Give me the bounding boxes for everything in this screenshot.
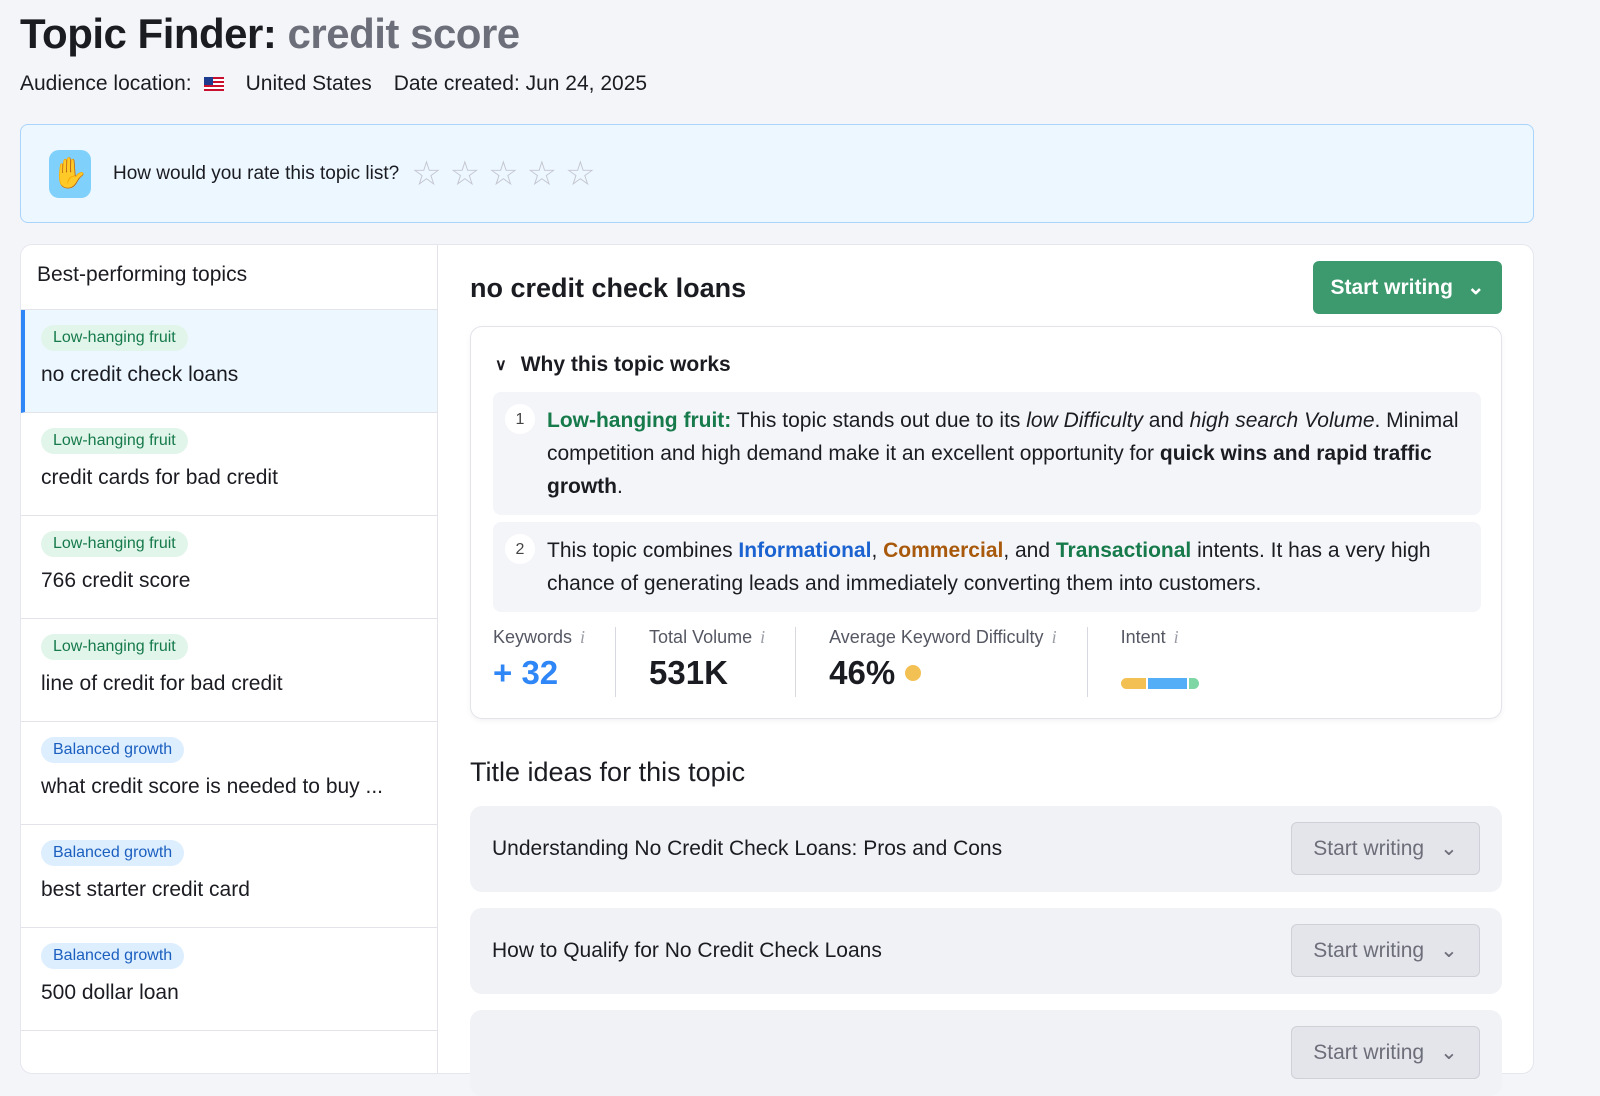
topic-label: credit cards for bad credit [41, 466, 278, 489]
topic-list-item[interactable]: Balanced growth best starter credit card [21, 825, 437, 928]
topic-list-item[interactable]: Low-hanging fruit 766 credit score [21, 516, 437, 619]
star-icon[interactable]: ☆ [565, 154, 596, 193]
us-flag-icon [203, 77, 224, 91]
star-icon[interactable]: ☆ [488, 154, 519, 193]
start-writing-button[interactable]: Start writing ⌄ [1291, 924, 1480, 977]
start-writing-button[interactable]: Start writing ⌄ [1313, 261, 1502, 314]
info-icon[interactable]: i [1051, 627, 1057, 647]
why-topic-works-panel: ∨ Why this topic works 1 Low-hanging fruit… [470, 326, 1502, 719]
intent-bar [1120, 678, 1199, 689]
topic-badge: Low-hanging fruit [41, 634, 188, 660]
report-meta: Audience location: United States Date crea… [20, 72, 648, 95]
topic-title: no credit check loans [470, 273, 747, 303]
topic-list-title: Best-performing topics [21, 245, 437, 310]
star-icon[interactable]: ☆ [526, 154, 558, 193]
topic-list-item[interactable]: Low-hanging fruit line of credit for bad … [21, 619, 437, 722]
info-icon[interactable]: i [580, 627, 586, 647]
chevron-down-icon: ⌄ [1440, 939, 1458, 962]
topic-badge: Low-hanging fruit [41, 531, 188, 557]
start-writing-button[interactable]: Start writing ⌄ [1291, 1026, 1480, 1079]
topic-label: what credit score is needed to buy ... [41, 775, 384, 798]
chevron-down-icon: ⌄ [1440, 837, 1458, 860]
topic-list-item[interactable]: Low-hanging fruit no credit check loans [21, 310, 437, 413]
star-icon[interactable]: ☆ [411, 154, 442, 193]
topic-badge: Balanced growth [41, 840, 185, 866]
title-idea-text: How to Qualify for No Credit Check Loans [492, 939, 882, 962]
intent-transactional-segment [1188, 678, 1199, 689]
topic-badge: Low-hanging fruit [41, 325, 188, 351]
topic-list-item[interactable]: Balanced growth what credit score is need… [21, 722, 437, 825]
topic-label: line of credit for bad credit [41, 672, 283, 695]
page-title: Topic Finder: credit score [20, 10, 520, 57]
topics-card: Best-performing topics Low-hanging fruit… [20, 244, 1534, 1096]
kd-stat: Average Keyword Difficulty i 46% [829, 627, 1088, 697]
volume-stat: Total Volume i 531K [649, 627, 797, 697]
topic-badge: Low-hanging fruit [41, 428, 188, 454]
intent-stat: Intent i [1120, 627, 1229, 697]
intent-commercial-segment [1120, 678, 1147, 689]
topic-label: 766 credit score [41, 569, 191, 592]
topic-stats: Keywords i + 32 Total Volume i 531K Average … [493, 627, 1262, 697]
info-icon[interactable]: i [760, 627, 766, 647]
start-writing-button[interactable]: Start writing ⌄ [1291, 822, 1480, 875]
topic-label: 500 dollar loan [41, 981, 179, 1004]
keywords-stat: Keywords i + 32 [493, 627, 617, 697]
difficulty-dot-icon [905, 665, 922, 681]
topic-badge: Balanced growth [41, 737, 185, 763]
title-idea-text: Understanding No Credit Check Loans: Pro… [492, 837, 1003, 860]
topic-badge: Balanced growth [41, 943, 185, 969]
title-idea: How to Qualify for No Credit Check Loans… [470, 908, 1502, 994]
title-idea: Start writing ⌄ [470, 1010, 1502, 1096]
title-idea: Understanding No Credit Check Loans: Pro… [470, 806, 1502, 892]
topic-label: no credit check loans [41, 363, 239, 386]
rating-banner: ✋ How would you rate this topic list? ☆ ☆… [20, 124, 1534, 223]
chevron-down-icon: ∨ [495, 357, 507, 374]
reason-2: 2 This topic combines Informational, Comm… [493, 522, 1481, 612]
chevron-down-icon: ⌄ [1440, 1041, 1458, 1064]
star-icon[interactable]: ☆ [449, 154, 481, 193]
topic-list: Best-performing topics Low-hanging fruit… [21, 245, 438, 1073]
intent-informational-segment [1148, 678, 1187, 689]
rating-question: How would you rate this topic list? [113, 162, 400, 184]
topic-label: best starter credit card [41, 878, 250, 901]
title-ideas-heading: Title ideas for this topic [470, 757, 746, 787]
chevron-down-icon: ⌄ [1466, 276, 1485, 299]
raised-hand-icon: ✋ [49, 149, 91, 198]
topic-list-item[interactable]: Low-hanging fruit credit cards for bad cr… [21, 413, 437, 516]
info-icon[interactable]: i [1173, 627, 1179, 647]
topic-list-item[interactable]: Balanced growth 500 dollar loan [21, 928, 437, 1031]
reason-1: 1 Low-hanging fruit: This topic stands ou… [493, 392, 1481, 515]
why-toggle[interactable]: ∨ Why this topic works [495, 353, 731, 376]
